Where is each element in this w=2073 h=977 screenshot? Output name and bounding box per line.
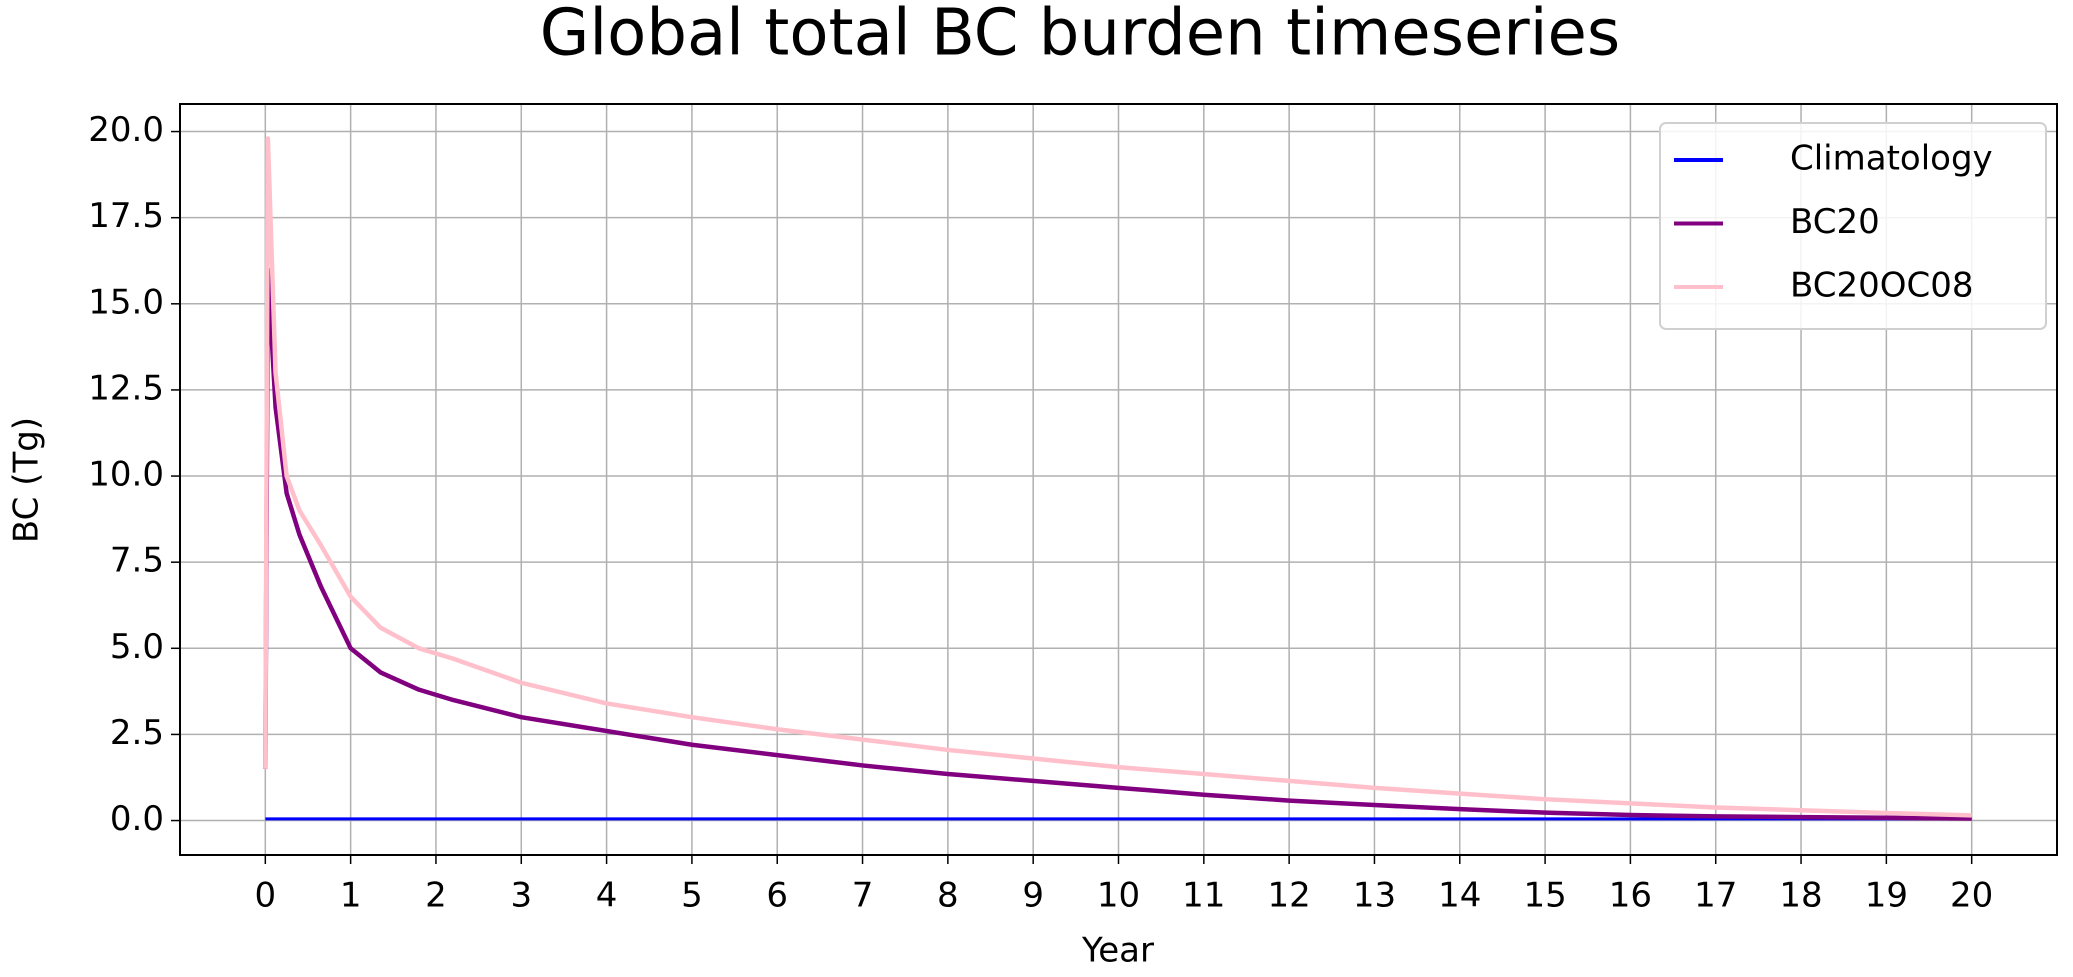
x-tick-label: 6	[766, 876, 788, 916]
legend-label: BC20	[1790, 202, 1880, 242]
x-tick-label: 10	[1097, 876, 1140, 916]
legend-box	[1659, 122, 2047, 330]
y-tick-label: 12.5	[88, 368, 164, 408]
x-tick-label: 3	[510, 876, 532, 916]
x-tick-label: 16	[1609, 876, 1652, 916]
x-tick-label: 1	[340, 876, 362, 916]
x-tick-label: 5	[681, 876, 703, 916]
plot-frame	[179, 103, 2058, 856]
x-tick-label: 14	[1438, 876, 1481, 916]
x-tick-label: 13	[1353, 876, 1396, 916]
x-tick-label: 8	[937, 876, 959, 916]
y-tick-label: 5.0	[110, 627, 164, 667]
x-tick-label: 19	[1865, 876, 1908, 916]
y-tick-label: 2.5	[110, 713, 164, 753]
x-tick-label: 18	[1779, 876, 1822, 916]
x-tick-label: 20	[1950, 876, 1993, 916]
x-tick-label: 0	[254, 876, 276, 916]
y-tick-label: 20.0	[88, 110, 164, 150]
y-tick-label: 10.0	[88, 455, 164, 495]
y-tick-label: 7.5	[110, 541, 164, 581]
data-line	[263, 267, 1972, 821]
x-tick-label: 4	[596, 876, 618, 916]
chart-title: Global total BC burden timeseries	[540, 0, 1620, 71]
x-tick-label: 11	[1182, 876, 1225, 916]
x-tick-label: 7	[852, 876, 874, 916]
x-tick-label: 9	[1022, 876, 1044, 916]
y-axis-label: BC (Tg)	[7, 417, 47, 543]
legend-label: Climatology	[1790, 139, 1993, 179]
x-tick-label: 12	[1268, 876, 1311, 916]
x-tick-label: 17	[1694, 876, 1737, 916]
legend-label: BC20OC08	[1790, 266, 1974, 306]
x-axis-label: Year	[1081, 931, 1154, 971]
y-tick-label: 15.0	[88, 282, 164, 322]
data-line	[263, 136, 1972, 818]
y-tick-label: 17.5	[88, 196, 164, 236]
x-tick-label: 2	[425, 876, 447, 916]
x-tick-label: 15	[1523, 876, 1566, 916]
y-tick-label: 0.0	[110, 799, 164, 839]
